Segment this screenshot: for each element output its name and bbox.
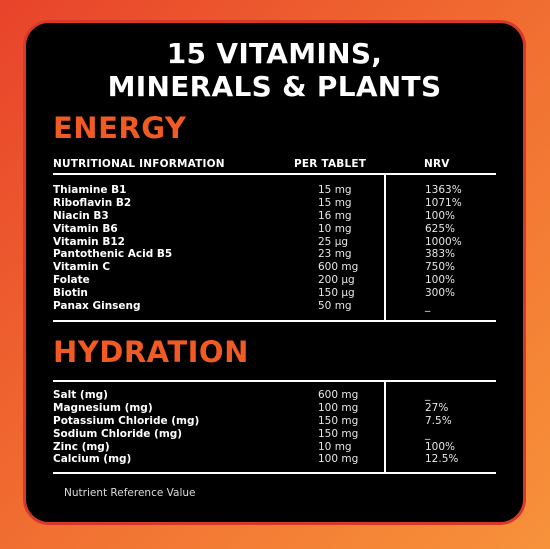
nutrient-name: Pantothenic Acid B5 [53, 248, 173, 261]
nutrient-name: Niacin B3 [53, 209, 109, 222]
nrv-value: 100% [425, 274, 456, 287]
table-row: Calcium (mg) 100 mg 12.5% [53, 453, 496, 466]
nrv-value: 100% [425, 440, 456, 453]
nutrition-panel: 15 VITAMINS, MINERALS & PLANTS ENERGY NU… [23, 20, 526, 525]
table-row: Potassium Chloride (mg) 150 mg 7.5% [53, 415, 496, 428]
table-row: Vitamin C 600 mg 750% [53, 261, 496, 274]
nrv-value: 7.5% [425, 414, 452, 427]
per-tablet-value: 16 mg [318, 209, 352, 222]
nutrient-name: Vitamin B6 [53, 222, 118, 235]
per-tablet-value: 150 µg [318, 287, 355, 300]
table-row: Vitamin B12 25 µg 1000% [53, 236, 496, 249]
nutrient-name: Biotin [53, 287, 88, 300]
table-row: Vitamin B6 10 mg 625% [53, 223, 496, 236]
energy-bottom-rule [53, 320, 496, 322]
per-tablet-value: 600 mg [318, 389, 359, 401]
nrv-value: 12.5% [425, 453, 459, 466]
col-header-info: NUTRITIONAL INFORMATION [53, 158, 225, 170]
per-tablet-value: 10 mg [318, 222, 352, 235]
energy-heading: ENERGY [53, 111, 187, 145]
nrv-value: 1000% [425, 235, 462, 248]
table-row: Sodium Chloride (mg) 150 mg _ [53, 428, 496, 441]
title-line-1: 15 VITAMINS, [166, 37, 383, 70]
col-header-nrv: NRV [424, 158, 450, 170]
per-tablet-value: 25 µg [318, 235, 349, 248]
table-row: Folate 200 µg 100% [53, 274, 496, 287]
table-row: Thiamine B1 15 mg 1363% [53, 184, 496, 197]
nutrient-name: Folate [53, 274, 90, 287]
nutrient-name: Vitamin B12 [53, 235, 125, 248]
table-row: Pantothenic Acid B5 23 mg 383% [53, 248, 496, 261]
energy-column-divider [384, 174, 386, 321]
title-line-2: MINERALS & PLANTS [107, 70, 442, 103]
table-row: Niacin B3 16 mg 100% [53, 210, 496, 223]
per-tablet-value: 150 mg [318, 427, 359, 440]
nutrient-name: Magnesium (mg) [53, 401, 153, 414]
per-tablet-value: 100 mg [318, 453, 359, 466]
page-title: 15 VITAMINS, MINERALS & PLANTS [26, 37, 523, 103]
table-row: Biotin 150 µg 300% [53, 287, 496, 300]
nutrient-name: Salt (mg) [53, 389, 108, 401]
per-tablet-value: 100 mg [318, 401, 359, 414]
table-row: Zinc (mg) 10 mg 100% [53, 441, 496, 454]
nrv-value: _ [425, 389, 431, 401]
nutrient-name: Potassium Chloride (mg) [53, 414, 200, 427]
nutrient-name: Calcium (mg) [53, 453, 132, 466]
nutrient-name: Riboflavin B2 [53, 196, 132, 209]
per-tablet-value: 23 mg [318, 248, 352, 261]
hydration-heading: HYDRATION [53, 335, 249, 369]
hydration-bottom-rule [53, 472, 496, 474]
table-row: Magnesium (mg) 100 mg 27% [53, 402, 496, 415]
col-header-per-tablet: PER TABLET [294, 158, 367, 170]
nrv-value: 300% [425, 287, 456, 300]
nrv-value: 27% [425, 401, 449, 414]
nutrient-name: Vitamin C [53, 261, 111, 274]
nrv-value: _ [425, 427, 431, 440]
hydration-table: Salt (mg) 600 mg _ Magnesium (mg) 100 mg 27% P… [53, 389, 496, 466]
hydration-column-divider [384, 381, 386, 473]
nrv-value: 383% [425, 248, 456, 261]
nrv-value: _ [425, 300, 431, 313]
nutrient-name: Panax Ginseng [53, 300, 141, 313]
per-tablet-value: 15 mg [318, 196, 352, 209]
per-tablet-value: 200 µg [318, 274, 355, 287]
table-row: Salt (mg) 600 mg _ [53, 389, 496, 402]
footnote: Nutrient Reference Value [64, 487, 196, 499]
nrv-value: 1071% [425, 196, 462, 209]
per-tablet-value: 150 mg [318, 414, 359, 427]
per-tablet-value: 50 mg [318, 300, 352, 313]
nrv-value: 100% [425, 209, 456, 222]
nutrient-name: Sodium Chloride (mg) [53, 427, 183, 440]
nutrient-name: Thiamine B1 [53, 184, 127, 196]
table-row: Riboflavin B2 15 mg 1071% [53, 197, 496, 210]
nutrient-name: Zinc (mg) [53, 440, 110, 453]
per-tablet-value: 15 mg [318, 184, 352, 196]
energy-table: Thiamine B1 15 mg 1363% Riboflavin B2 15 mg 1… [53, 184, 496, 313]
nrv-value: 625% [425, 222, 456, 235]
table-row: Panax Ginseng 50 mg _ [53, 300, 496, 313]
nrv-value: 1363% [425, 184, 462, 196]
energy-top-rule [53, 173, 496, 175]
per-tablet-value: 600 mg [318, 261, 359, 274]
nrv-value: 750% [425, 261, 456, 274]
per-tablet-value: 10 mg [318, 440, 352, 453]
hydration-top-rule [53, 380, 496, 382]
